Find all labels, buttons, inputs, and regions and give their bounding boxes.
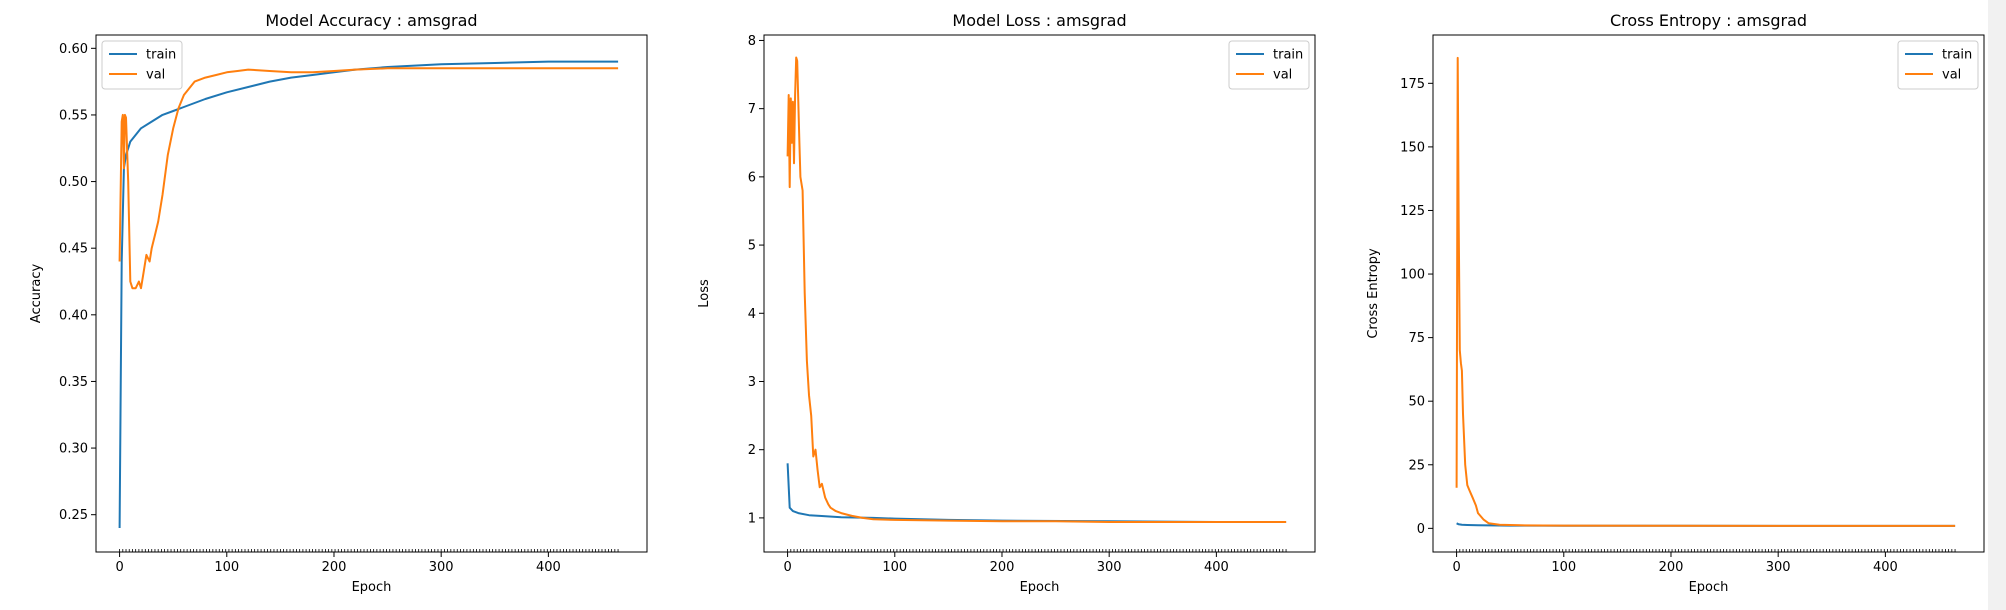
y-tick-label: 0.40 (59, 308, 88, 323)
series-line-train (786, 463, 1287, 523)
y-tick-label: 0 (1417, 522, 1425, 537)
y-tick-label: 100 (1400, 268, 1425, 283)
x-tick-label: 100 (214, 560, 239, 575)
y-tick-label: 1 (748, 511, 756, 526)
legend-label-train: train (1273, 48, 1303, 63)
y-tick-label: 50 (1408, 395, 1425, 410)
plot-frame (763, 34, 1316, 553)
x-tick-label: 100 (882, 560, 907, 575)
x-tick-label: 300 (429, 560, 454, 575)
x-tick-label: 400 (1873, 560, 1898, 575)
y-tick-label: 3 (748, 375, 756, 390)
legend-label-train: train (146, 48, 176, 63)
y-axis-label: Accuracy (29, 264, 44, 324)
x-axis-label: Epoch (1020, 580, 1060, 595)
y-tick-label: 7 (748, 102, 756, 117)
y-tick-label: 0.30 (59, 442, 88, 457)
x-tick-label: 400 (1204, 560, 1229, 575)
legend: train val (101, 40, 183, 90)
scrollbar[interactable] (1988, 0, 2006, 610)
y-tick-label: 25 (1408, 458, 1425, 473)
y-tick-label: 0.45 (59, 242, 88, 257)
y-tick-label: 0.50 (59, 175, 88, 190)
y-tick-label: 6 (748, 170, 756, 185)
series-line-val (118, 67, 619, 290)
plot-frame (1432, 34, 1985, 553)
chart-panel-3: 0 100 200 300 400 0 25 50 75 100 125 150 175 Cross En… (1366, 11, 1985, 595)
series-line-val (1455, 56, 1956, 527)
plot-frame (95, 34, 648, 553)
legend-label-val: val (1273, 68, 1292, 83)
y-tick-label: 0.25 (59, 508, 88, 523)
y-tick-label: 125 (1400, 204, 1425, 219)
y-tick-label: 0.35 (59, 375, 88, 390)
x-tick-label: 200 (322, 560, 347, 575)
x-tick-label: 0 (783, 560, 791, 575)
x-tick-label: 300 (1766, 560, 1791, 575)
y-tick-label: 75 (1408, 331, 1425, 346)
y-tick-label: 175 (1400, 77, 1425, 92)
x-tick-label: 0 (1452, 560, 1460, 575)
y-tick-label: 2 (748, 443, 756, 458)
x-tick-label: 200 (990, 560, 1015, 575)
y-axis-label: Cross Entropy (1366, 248, 1381, 339)
chart-title: Cross Entropy : amsgrad (1610, 11, 1807, 30)
y-tick-label: 5 (748, 239, 756, 254)
legend: train val (1897, 40, 1979, 90)
x-axis-label: Epoch (352, 580, 392, 595)
series-line-val (786, 56, 1287, 523)
legend-label-val: val (146, 68, 165, 83)
y-tick-label: 150 (1400, 140, 1425, 155)
chart-panel-2: 0 100 200 300 400 1 2 3 4 5 6 7 8 Model Loss : amsgra… (697, 11, 1316, 595)
y-tick-label: 0.55 (59, 108, 88, 123)
x-tick-label: 100 (1551, 560, 1576, 575)
legend-label-val: val (1942, 68, 1961, 83)
x-tick-label: 300 (1097, 560, 1122, 575)
x-tick-label: 400 (536, 560, 561, 575)
y-tick-label: 0.60 (59, 42, 88, 57)
legend: train val (1228, 40, 1310, 90)
x-tick-label: 200 (1659, 560, 1684, 575)
x-tick-label: 0 (115, 560, 123, 575)
series-line-train (118, 60, 619, 529)
y-tick-label: 8 (748, 34, 756, 49)
y-axis-label: Loss (697, 279, 712, 308)
chart-title: Model Accuracy : amsgrad (265, 11, 477, 30)
legend-label-train: train (1942, 48, 1972, 63)
y-tick-label: 4 (748, 307, 756, 322)
x-axis-label: Epoch (1689, 580, 1729, 595)
chart-title: Model Loss : amsgrad (952, 11, 1126, 30)
chart-panel-1: 0 100 200 300 400 0.25 0.30 0.35 0.40 0.45 0.50 0.5… (29, 11, 648, 595)
